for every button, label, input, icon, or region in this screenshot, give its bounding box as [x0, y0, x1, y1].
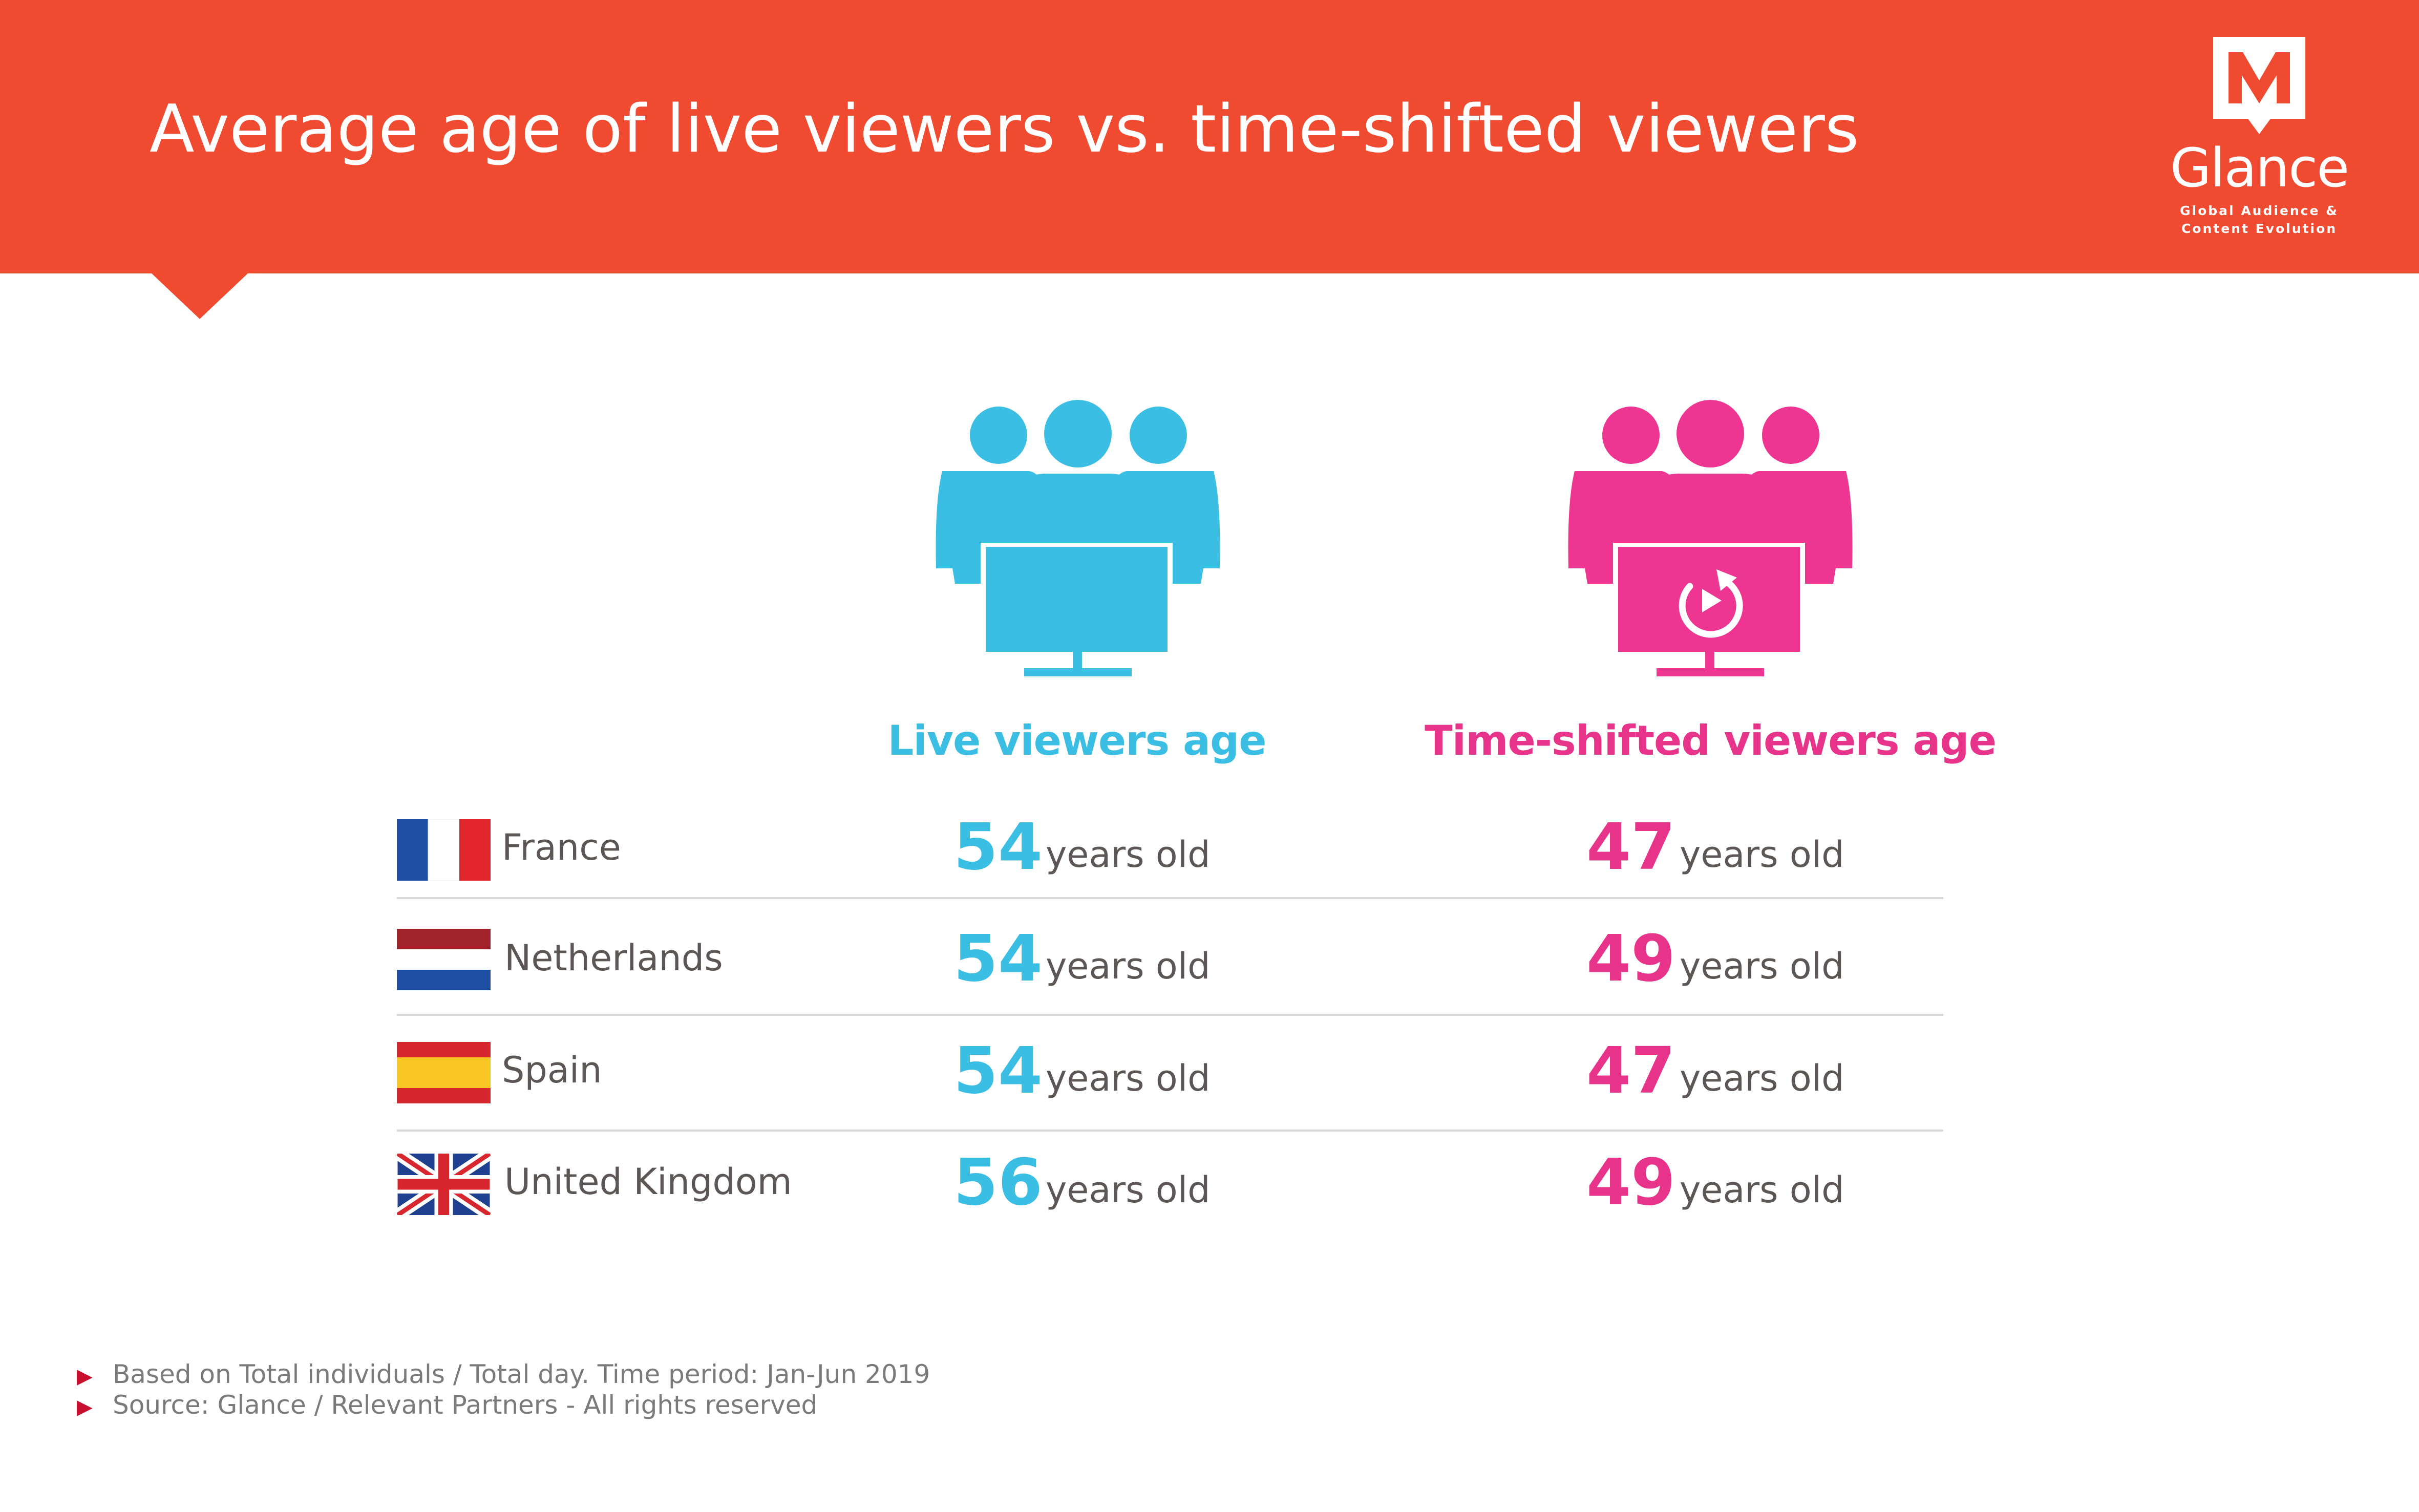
logo-tagline-line2: Content Evolution	[2181, 221, 2338, 236]
table-row-netherlands: Netherlands 54 years old 49 years old	[0, 922, 2419, 1028]
live-age-value: 54	[953, 1034, 1043, 1108]
footnote-basis-text: Based on Total individuals / Total day. …	[113, 1359, 930, 1389]
m-marker-icon	[2213, 37, 2305, 134]
footnote-source: ▶ Source: Glance / Relevant Partners - Al…	[77, 1390, 817, 1420]
header-pointer	[151, 273, 248, 319]
country-label: France	[502, 826, 621, 868]
row-divider	[397, 1014, 1943, 1016]
live-age-value: 56	[953, 1145, 1043, 1220]
logo-tagline-line1: Global Audience &	[2180, 203, 2339, 218]
live-age-value: 54	[953, 810, 1043, 884]
country-label: Spain	[502, 1049, 602, 1091]
footnote-source-text: Source: Glance / Relevant Partners - All…	[113, 1390, 818, 1420]
time-shifted-age-unit: years old	[1680, 1057, 1844, 1099]
replay-icon	[1679, 569, 1743, 638]
time-shifted-age-value: 49	[1586, 1145, 1675, 1220]
table-row-france: France 54 years old 47 years old	[0, 810, 2419, 917]
live-age-unit: years old	[1046, 1057, 1211, 1099]
table-row-united-kingdom: United Kingdom 56 years old 49 years old	[0, 1145, 2419, 1252]
live-age-unit: years old	[1046, 834, 1211, 876]
live-age-unit: years old	[1046, 945, 1211, 987]
row-divider	[397, 897, 1943, 899]
time-shifted-age-value: 47	[1586, 810, 1675, 884]
netherlands-flag-icon	[397, 929, 491, 990]
live-age-value: 54	[953, 922, 1043, 996]
glance-logo: Glance Global Audience & Content Evoluti…	[2167, 37, 2351, 242]
france-flag-icon	[397, 819, 491, 881]
bullet-triangle-icon: ▶	[77, 1365, 93, 1388]
live-age-unit: years old	[1046, 1169, 1211, 1211]
page-title: Average age of live viewers vs. time-shi…	[150, 91, 1859, 167]
bullet-triangle-icon: ▶	[77, 1395, 93, 1419]
time-shifted-age-unit: years old	[1680, 945, 1844, 987]
time-shifted-age-unit: years old	[1680, 834, 1844, 876]
live-viewers-heading: Live viewers age	[887, 717, 1266, 764]
footnote-basis: ▶ Based on Total individuals / Total day.…	[77, 1359, 930, 1389]
country-label: United Kingdom	[504, 1161, 792, 1203]
logo-name: Glance	[2170, 137, 2349, 199]
time-shifted-age-value: 49	[1586, 922, 1675, 996]
live-viewers-group-icon	[936, 400, 1220, 676]
country-label: Netherlands	[504, 937, 723, 979]
row-divider	[397, 1130, 1943, 1132]
table-row-spain: Spain 54 years old 47 years old	[0, 1034, 2419, 1140]
time-shifted-age-unit: years old	[1680, 1169, 1844, 1211]
uk-flag-icon	[397, 1154, 491, 1215]
spain-flag-icon	[397, 1042, 491, 1103]
time-shifted-age-value: 47	[1586, 1034, 1675, 1108]
time-shifted-viewers-heading: Time-shifted viewers age	[1425, 717, 1997, 764]
header-banner	[0, 0, 2419, 273]
